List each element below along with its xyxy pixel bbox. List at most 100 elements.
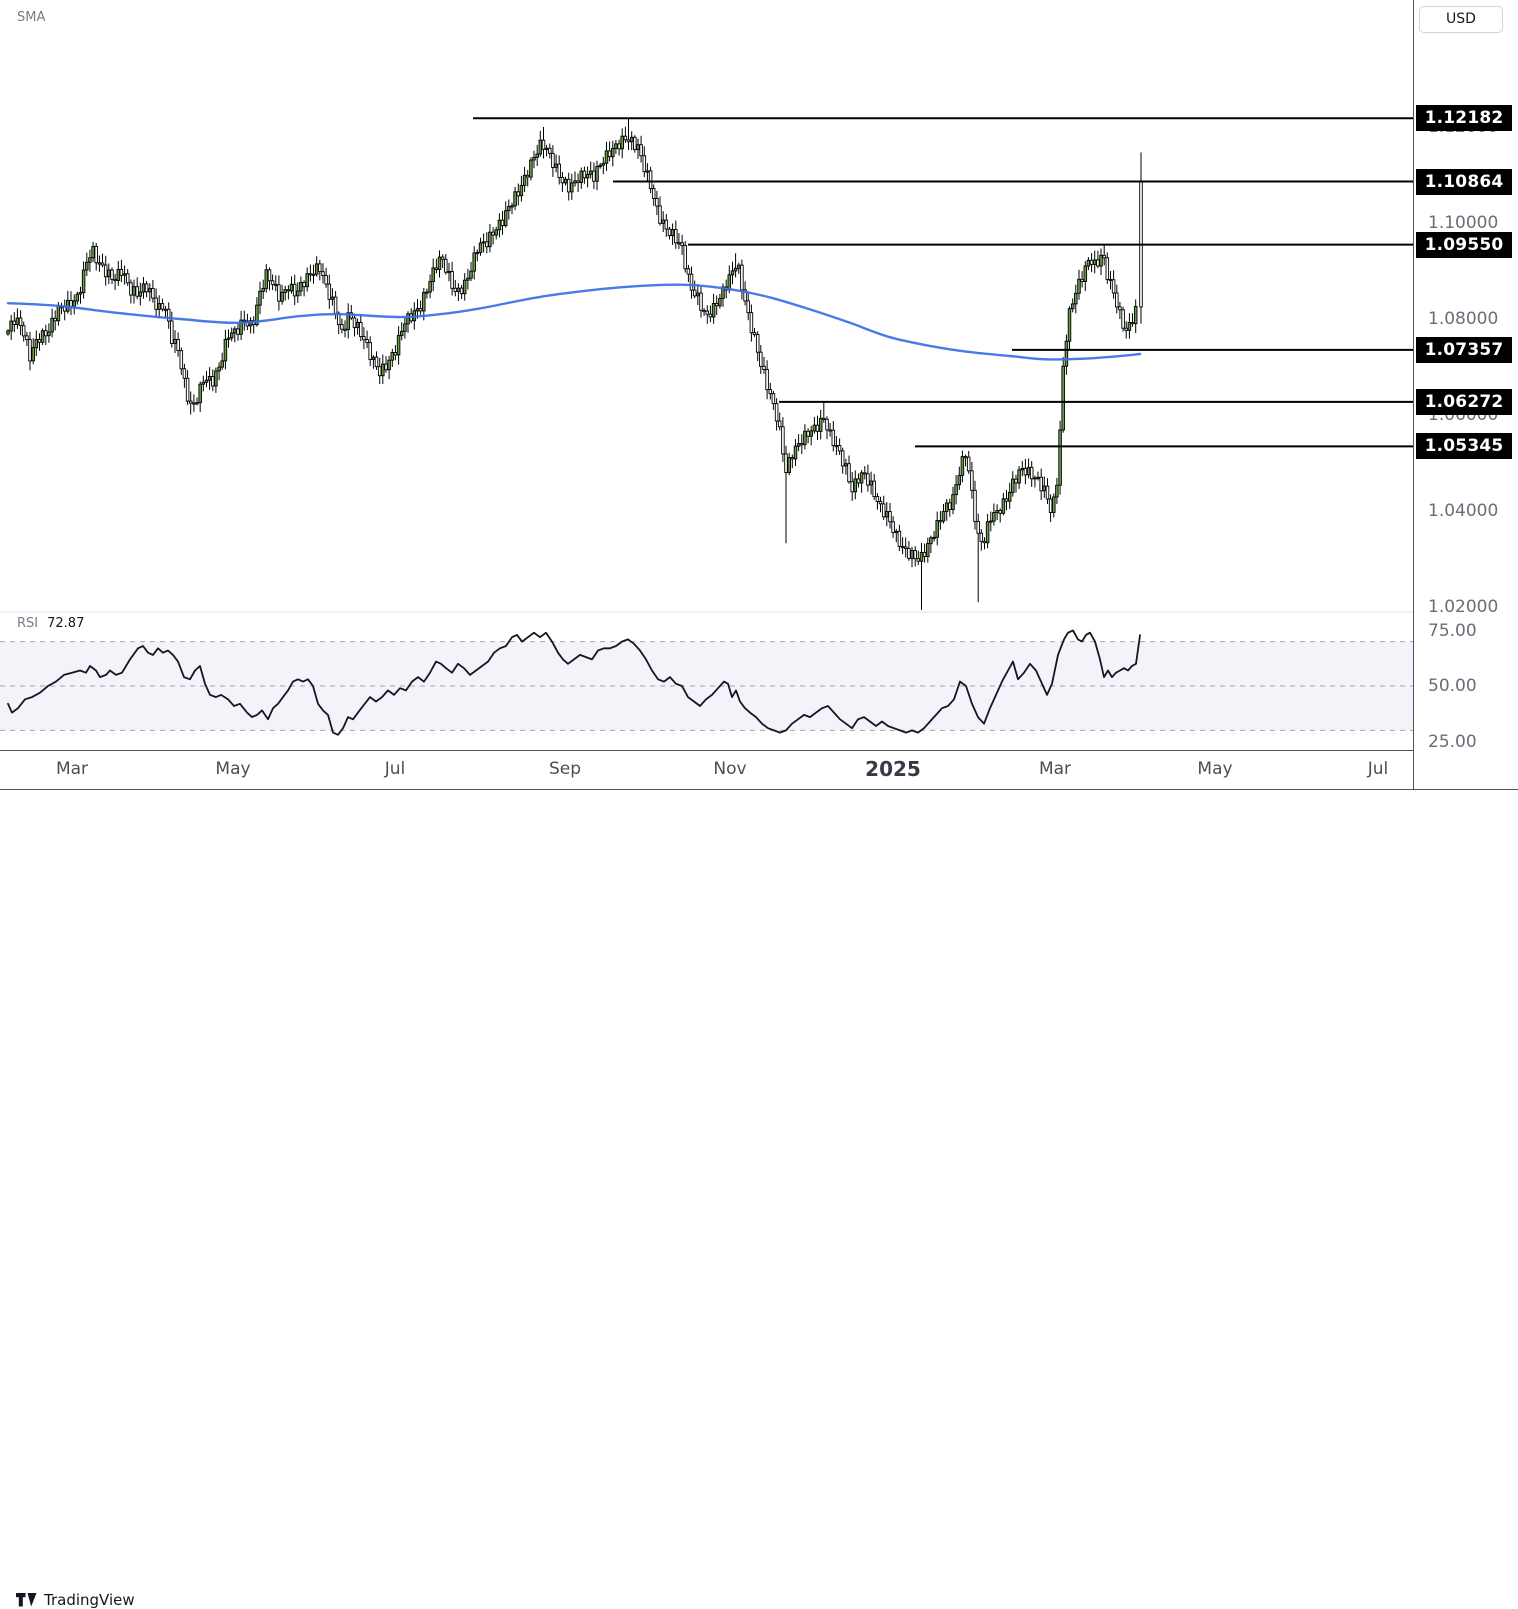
- candle-body: [973, 489, 977, 522]
- candle-body: [94, 245, 98, 264]
- rsi-current-value: 72.87: [47, 616, 85, 631]
- candle-body: [141, 283, 146, 293]
- price-level-label: 1.12182: [1416, 105, 1512, 132]
- candle-body: [702, 309, 706, 313]
- candle-body: [1074, 292, 1078, 305]
- time-axis[interactable]: Mar May Jul Sep Nov 2025 Mar May Jul: [0, 750, 1413, 790]
- candle-body: [752, 332, 757, 336]
- candle-body: [425, 291, 429, 294]
- candle-body: [894, 530, 899, 534]
- candle-body: [100, 262, 105, 266]
- candle-body: [803, 430, 807, 445]
- chart-plot-area[interactable]: SMA RSI 72.87 Mar May Jul Sep Nov 2025 Mar May Ju…: [0, 0, 1413, 790]
- rsi-axis-tick: 75.00: [1428, 620, 1477, 641]
- candle-body: [762, 365, 766, 370]
- time-axis-label: Nov: [713, 759, 747, 779]
- candle-body: [755, 334, 760, 353]
- candle-body: [629, 136, 634, 143]
- candle-body: [582, 170, 587, 179]
- candle-body: [913, 550, 917, 560]
- candle-body: [368, 342, 372, 360]
- price-chart-canvas[interactable]: [0, 0, 1413, 750]
- candle-body: [737, 264, 741, 269]
- price-axis[interactable]: USD 1.120001.100001.080001.060001.040001…: [1414, 0, 1518, 790]
- sma-legend-label: SMA: [17, 10, 46, 25]
- candle-body: [1099, 254, 1103, 267]
- candle-body: [475, 251, 480, 255]
- candle-body: [614, 143, 618, 149]
- candle-body: [907, 548, 911, 559]
- candle-body: [374, 356, 379, 368]
- candle-body: [995, 510, 999, 513]
- candle-body: [220, 360, 224, 368]
- price-level-label: 1.05345: [1416, 433, 1512, 460]
- candle-body: [173, 338, 177, 344]
- candle-body: [645, 170, 650, 173]
- candle-body: [1042, 485, 1047, 492]
- candle-body: [207, 376, 212, 381]
- candle-body: [50, 317, 54, 333]
- candle-body: [686, 268, 691, 275]
- candle-body: [283, 289, 287, 293]
- rsi-line[interactable]: [7, 629, 1141, 736]
- candle-body: [198, 383, 202, 404]
- candle-body: [1108, 278, 1113, 282]
- candle-body: [299, 281, 303, 292]
- candle-body: [922, 551, 927, 558]
- candle-body: [897, 530, 902, 547]
- candle-body: [491, 231, 495, 236]
- candle-body: [658, 205, 662, 224]
- rsi-indicator-legend[interactable]: RSI 72.87: [17, 616, 84, 631]
- candle-body: [239, 319, 243, 335]
- candles-group: [6, 118, 1143, 610]
- sma-line[interactable]: [6, 283, 1142, 361]
- candle-body: [422, 292, 426, 312]
- candle-body: [683, 244, 687, 270]
- price-level-label: 1.06272: [1416, 388, 1512, 415]
- candle-body: [28, 339, 32, 362]
- candle-body: [296, 290, 300, 297]
- candle-body: [516, 191, 521, 197]
- candle-body: [746, 300, 750, 314]
- candle-body: [18, 317, 23, 327]
- candle-body: [450, 271, 454, 289]
- candle-body: [948, 502, 952, 510]
- price-level-label: 1.10864: [1416, 168, 1512, 195]
- sma-indicator-legend[interactable]: SMA: [17, 10, 45, 25]
- candle-body: [859, 472, 864, 484]
- candle-body: [951, 494, 955, 511]
- time-axis-label: Mar: [1038, 759, 1072, 779]
- candle-body: [1004, 498, 1009, 502]
- candle-body: [661, 219, 665, 224]
- candle-body: [1045, 485, 1050, 500]
- candle-body: [377, 366, 382, 377]
- candle-body: [500, 219, 505, 227]
- currency-toggle-button[interactable]: USD: [1419, 6, 1503, 33]
- candle-body: [538, 139, 543, 155]
- candle-body: [122, 273, 127, 276]
- candle-body: [428, 281, 432, 293]
- tradingview-logo-link[interactable]: TradingView: [16, 1591, 135, 1609]
- candle-body: [677, 242, 681, 245]
- candle-body: [513, 191, 517, 207]
- candle-body: [800, 443, 804, 446]
- candle-body: [444, 258, 448, 273]
- candle-body: [529, 159, 533, 178]
- candle-body: [611, 147, 615, 158]
- candle-body: [478, 242, 483, 253]
- candle-body: [144, 283, 149, 293]
- candle-body: [201, 381, 206, 385]
- candle-body: [850, 481, 854, 493]
- candle-body: [1083, 265, 1088, 282]
- candle-body: [1086, 259, 1091, 267]
- candle-body: [1001, 498, 1006, 514]
- candle-body: [25, 335, 29, 341]
- candle-body: [774, 403, 779, 422]
- candle-body: [525, 174, 530, 178]
- candle-body: [711, 302, 716, 318]
- candle-body: [12, 320, 17, 325]
- candle-body: [107, 269, 111, 278]
- candle-body: [462, 279, 467, 295]
- rsi-axis-tick: 25.00: [1428, 731, 1477, 752]
- price-axis-tick: 1.10000: [1428, 213, 1499, 233]
